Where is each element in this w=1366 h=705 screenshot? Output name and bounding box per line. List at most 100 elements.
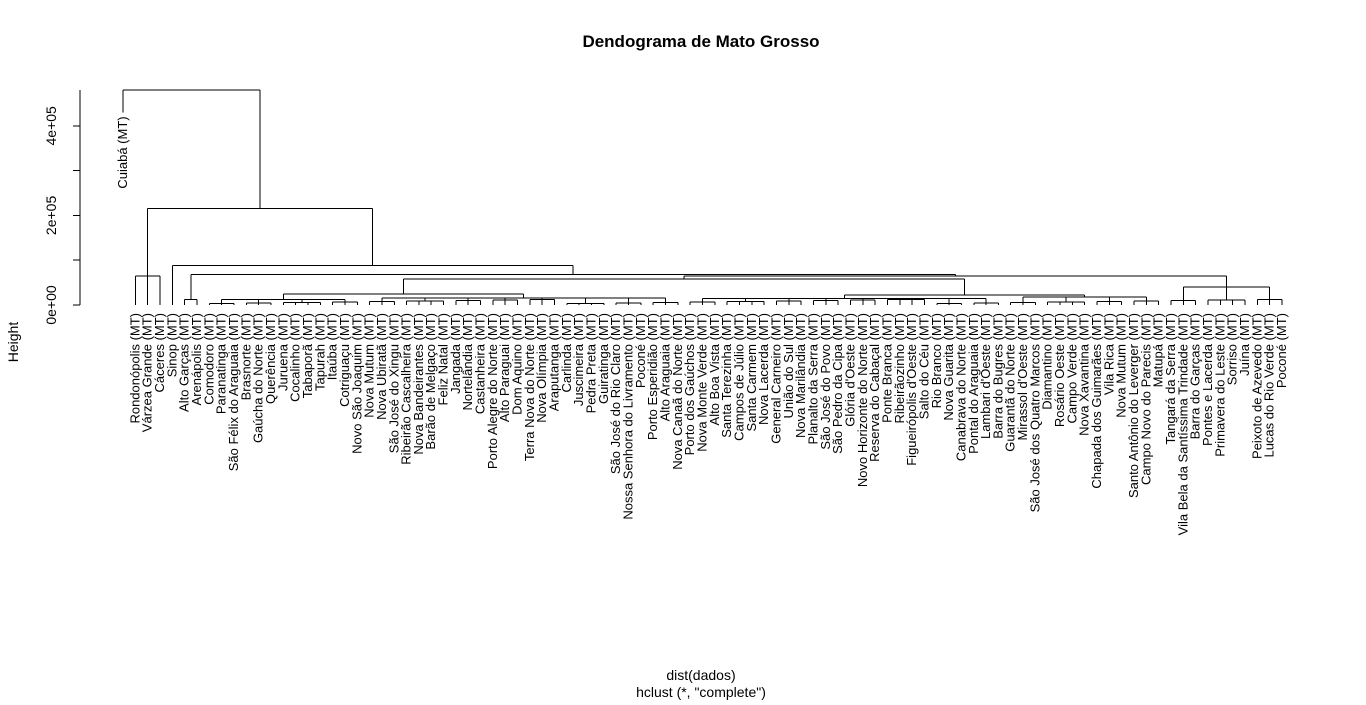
leaf-label: Itaúba (MT)	[325, 313, 340, 380]
leaf-label: Rondonópolis (MT)	[127, 313, 142, 424]
leaf-label: São José do Rio Claro (MT)	[608, 313, 623, 474]
leaf-labels: Cuiabá (MT) Rondonópolis (MT)Várzea Grand…	[115, 116, 1289, 535]
leaf-label: Santo Antônio do Leverger (MT)	[1126, 313, 1141, 498]
leaf-label: Arenápolis (MT)	[189, 313, 204, 405]
leaf-label: Ponte Branca (MT)	[879, 313, 894, 423]
leaf-label: Reserva do Cabaçal (MT)	[867, 313, 882, 462]
leaf-label: Porto dos Gaúchos (MT)	[682, 313, 697, 455]
leaf-label: Várzea Grande (MT)	[140, 313, 155, 432]
leaf-label: Rosário Oeste (MT)	[1052, 313, 1067, 427]
leaf-label: Ribeirão Cascalheira (MT)	[399, 313, 414, 465]
leaf-label: Mirassol d'Oeste (MT)	[1015, 313, 1030, 440]
leaf-label: Santa Carmem (MT)	[744, 313, 759, 431]
leaf-label: Querência (MT)	[263, 313, 278, 404]
leaf-label: Peixoto de Azevedo (MT)	[1249, 313, 1264, 459]
dendrogram-tree	[122, 89, 1283, 305]
y-axis: 0e+00 2e+05 4e+05	[43, 90, 81, 325]
leaf-label: Pontal do Araguaia (MT)	[966, 313, 981, 454]
leaf-label: Terra Nova do Norte (MT)	[522, 313, 537, 461]
leaf-label: Nova Guarita (MT)	[941, 313, 956, 421]
leaf-label: Guarantã do Norte (MT)	[1003, 313, 1018, 452]
leaf-label: Glória d'Oeste (MT)	[842, 313, 857, 427]
leaf-label: Novo São Joaquim (MT)	[349, 313, 364, 454]
leaf-label: Nova Mutum (MT)	[1114, 313, 1129, 418]
leaf-label: Alto Paraguai (MT)	[497, 313, 512, 422]
leaf-label: Primavera do Leste (MT)	[1212, 313, 1227, 457]
leaf-label: Barão de Melgaço (MT)	[423, 313, 438, 450]
leaf-label: Guiratinga (MT)	[596, 313, 611, 404]
x-axis-sublabel: hclust (*, "complete")	[636, 684, 766, 700]
leaf-label: Juscimeira (MT)	[571, 313, 586, 406]
leaf-label: Nossa Senhora do Livramento (MT)	[621, 313, 636, 520]
leaf-label: São José do Povo (MT)	[818, 313, 833, 450]
leaf-label: Vila Bela da Santíssima Trindade (MT)	[1175, 313, 1190, 535]
leaf-label: Nova Olímpia (MT)	[534, 313, 549, 423]
leaf-label: Castanheira (MT)	[473, 313, 488, 414]
leaf-label: Salto do Céu (MT)	[916, 313, 931, 419]
leaf-label: Santa Terezinha (MT)	[719, 313, 734, 438]
leaf-label: Nova Mutum (MT)	[362, 313, 377, 418]
leaf-label: Nova Bandeirantes (MT)	[411, 313, 426, 455]
leaf-label: São José do Xingu (MT)	[386, 313, 401, 453]
leaf-label: Sinop (MT)	[164, 313, 179, 377]
leaf-label: Novo Horizonte do Norte (MT)	[855, 313, 870, 487]
y-axis-label: Height	[5, 322, 21, 363]
leaf-label: São Félix do Araguaia (MT)	[226, 313, 241, 471]
leaf-label: Alto Boa Vista (MT)	[707, 313, 722, 425]
leaf-label: Poconé (MT)	[1274, 313, 1289, 388]
leaf-label: Canabrava do Norte (MT)	[953, 313, 968, 461]
leaf-label: Porto Esperidião (MT)	[645, 313, 660, 440]
leaf-label: Nova Monte Verde (MT)	[695, 313, 710, 452]
leaf-label: Cotriguaçu (MT)	[337, 313, 352, 407]
chart-title: Dendograma de Mato Grosso	[582, 32, 819, 51]
leaf-label: Barra do Bugres (MT)	[990, 313, 1005, 439]
leaf-label: Dom Aquino (MT)	[510, 313, 525, 415]
leaf-label: Campo Novo do Parecis (MT)	[1138, 313, 1153, 485]
leaf-label: Tabaporã (MT)	[300, 313, 315, 398]
leaf-label: Alto Garças (MT)	[177, 313, 192, 412]
leaf-label: Comodoro (MT)	[201, 313, 216, 405]
leaf-label: Barra do Garças (MT)	[1188, 313, 1203, 439]
leaf-label: Campos de Júlio (MT)	[731, 313, 746, 441]
leaf-label: Cáceres (MT)	[152, 313, 167, 392]
leaf-label: Jangada (MT)	[448, 313, 463, 394]
leaf-label: Cuiabá (MT)	[115, 116, 130, 188]
leaf-label: Paranatinga (MT)	[214, 313, 229, 414]
leaf-label: Sorriso (MT)	[1225, 313, 1240, 385]
leaf-label: Cocalinho (MT)	[288, 313, 303, 402]
leaf-label: Pedra Preta (MT)	[584, 313, 599, 413]
leaf-label: Campo Verde (MT)	[1064, 313, 1079, 424]
leaf-label: Matupá (MT)	[1151, 313, 1166, 387]
leaf-label: Tapurah (MT)	[312, 313, 327, 391]
leaf-label: Nova Canaã do Norte (MT)	[670, 313, 685, 470]
leaf-label: Chapada dos Guimarães (MT)	[1089, 313, 1104, 489]
leaf-label: Brasnorte (MT)	[238, 313, 253, 400]
y-tick-label: 2e+05	[43, 196, 59, 236]
leaf-label: Figueirópolis d'Oeste (MT)	[904, 313, 919, 466]
leaf-label: Lucas do Rio Verde (MT)	[1262, 313, 1277, 458]
leaf-label: Ribeirãozinho (MT)	[892, 313, 907, 424]
leaf-label: Rio Branco (MT)	[929, 313, 944, 408]
leaf-label: Poconé (MT)	[633, 313, 648, 388]
leaf-label: Vila Rica (MT)	[1101, 313, 1116, 395]
leaf-label: Carlinda (MT)	[559, 313, 574, 392]
leaf-label: Pontes e Lacerda (MT)	[1200, 313, 1215, 446]
leaf-label: Porto Alegre do Norte (MT)	[485, 313, 500, 469]
leaf-label: São José dos Quatro Marcos (MT)	[1027, 313, 1042, 512]
leaf-label: Nova Ubiratã (MT)	[374, 313, 389, 420]
leaf-label: Lambari d'Oeste (MT)	[978, 313, 993, 439]
leaf-label: Nova Lacerda (MT)	[756, 313, 771, 425]
leaf-label: Nortelândia (MT)	[460, 313, 475, 411]
leaf-label: São Pedro da Cipa (MT)	[830, 313, 845, 454]
leaf-label: General Carneiro (MT)	[768, 313, 783, 444]
leaf-label: Juruena (MT)	[275, 313, 290, 391]
leaf-label: Alto Araguaia (MT)	[658, 313, 673, 421]
leaf-label: União do Sul (MT)	[781, 313, 796, 418]
y-tick-label: 4e+05	[43, 106, 59, 146]
leaf-label: Planalto da Serra (MT)	[805, 313, 820, 445]
leaf-label: Araputanga (MT)	[547, 313, 562, 411]
leaf-label: Tangará da Serra (MT)	[1163, 313, 1178, 445]
leaf-label: Gaúcha do Norte (MT)	[251, 313, 266, 443]
y-tick-label: 0e+00	[43, 285, 59, 325]
